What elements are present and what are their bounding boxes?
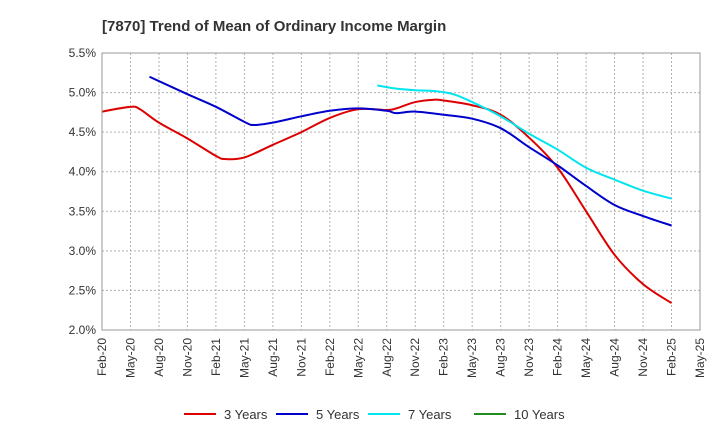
x-tick-label: Aug-23 (494, 338, 508, 377)
x-tick-label: May-23 (465, 338, 479, 378)
grid-lines (101, 52, 701, 331)
x-tick-label: Aug-22 (380, 338, 394, 377)
y-tick-label: 5.5% (69, 46, 97, 60)
y-tick-label: 3.0% (69, 244, 97, 258)
x-tick-label: Feb-23 (437, 338, 451, 376)
x-axis-ticks: Feb-20 May-20 Aug-20 Nov-20 Feb-21 May-21 Aug-… (95, 338, 707, 378)
legend-label: 3 Years (224, 407, 268, 422)
x-tick-label: Aug-21 (266, 338, 280, 377)
legend-label: 10 Years (514, 407, 565, 422)
chart-title: [7870] Trend of Mean of Ordinary Income … (102, 18, 446, 35)
x-tick-label: May-24 (579, 338, 593, 378)
x-tick-label: Feb-25 (665, 338, 679, 376)
x-tick-label: May-22 (351, 338, 365, 378)
legend-label: 5 Years (316, 407, 360, 422)
x-tick-label: May-20 (123, 338, 137, 378)
x-tick-label: May-25 (693, 338, 707, 378)
series-line-5-years (149, 75, 672, 227)
x-tick-label: Feb-24 (551, 338, 565, 376)
series-lines (101, 75, 673, 304)
x-tick-label: Aug-24 (608, 338, 622, 377)
x-tick-label: May-21 (237, 338, 251, 378)
series-line-7-years (377, 84, 672, 200)
plot-area-frame (101, 52, 701, 331)
x-tick-label: Nov-23 (522, 338, 536, 377)
y-tick-label: 4.5% (69, 125, 97, 139)
x-tick-label: Nov-22 (408, 338, 422, 377)
x-tick-label: Feb-22 (323, 338, 337, 376)
x-tick-label: Nov-24 (636, 338, 650, 377)
y-tick-label: 5.0% (69, 86, 97, 100)
x-tick-label: Feb-21 (209, 338, 223, 376)
y-tick-label: 2.5% (69, 283, 97, 297)
legend-label: 7 Years (408, 407, 452, 422)
x-tick-label: Aug-20 (152, 338, 166, 377)
y-tick-label: 2.0% (69, 323, 97, 337)
x-tick-label: Nov-20 (180, 338, 194, 377)
y-tick-label: 3.5% (69, 204, 97, 218)
x-tick-label: Nov-21 (294, 338, 308, 377)
y-axis-ticks: 5.5% 5.0% 4.5% 4.0% 3.5% 3.0% 2.5% 2.0% (69, 46, 97, 337)
x-tick-label: Feb-20 (95, 338, 109, 376)
y-tick-label: 4.0% (69, 165, 97, 179)
legend: 3 Years 5 Years 7 Years 10 Years (184, 407, 565, 422)
